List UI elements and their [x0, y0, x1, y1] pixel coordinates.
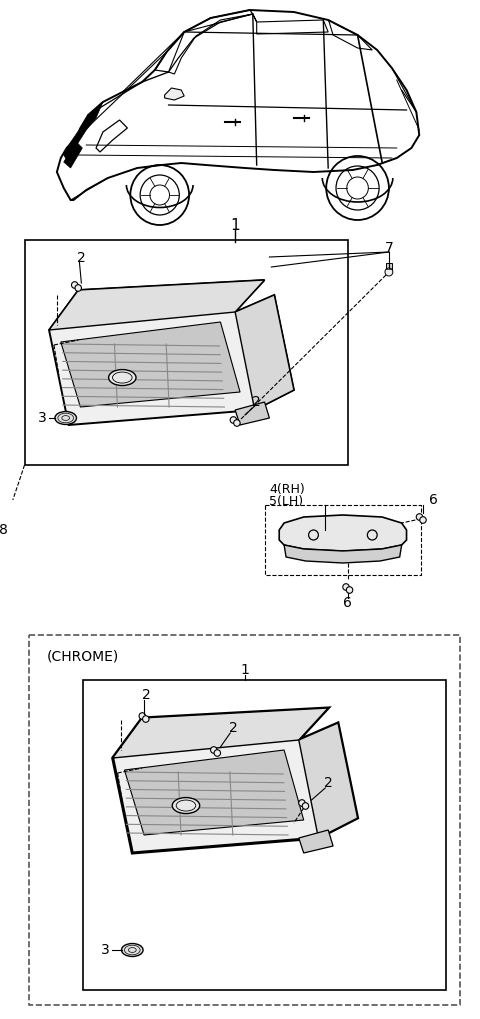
Circle shape — [230, 417, 237, 423]
Polygon shape — [299, 830, 333, 853]
Circle shape — [385, 268, 393, 276]
Polygon shape — [284, 545, 402, 564]
Bar — [24, 240, 348, 465]
Polygon shape — [64, 142, 83, 168]
Polygon shape — [64, 102, 103, 160]
Text: 1: 1 — [230, 217, 240, 232]
Ellipse shape — [55, 412, 76, 425]
Circle shape — [302, 803, 309, 809]
Text: 2: 2 — [229, 721, 238, 735]
Ellipse shape — [121, 944, 143, 957]
Polygon shape — [165, 88, 184, 100]
Text: 4(RH): 4(RH) — [269, 483, 305, 496]
Text: 6: 6 — [343, 596, 352, 610]
Bar — [264, 505, 421, 575]
Text: 8: 8 — [0, 523, 8, 537]
Text: 2: 2 — [324, 776, 333, 790]
Text: 1: 1 — [240, 663, 250, 677]
Circle shape — [343, 584, 349, 590]
Circle shape — [416, 514, 423, 521]
Text: 2: 2 — [142, 688, 150, 702]
Ellipse shape — [172, 798, 200, 813]
Polygon shape — [113, 708, 328, 758]
Polygon shape — [235, 403, 269, 425]
Polygon shape — [49, 280, 264, 330]
Circle shape — [234, 420, 240, 426]
Polygon shape — [279, 515, 407, 551]
Polygon shape — [0, 508, 6, 515]
Polygon shape — [113, 708, 358, 853]
Text: 2: 2 — [77, 251, 86, 265]
Text: 7: 7 — [384, 242, 393, 255]
Ellipse shape — [108, 370, 136, 385]
Text: 5(LH): 5(LH) — [269, 495, 303, 508]
Circle shape — [346, 587, 353, 593]
Polygon shape — [124, 750, 304, 835]
Circle shape — [0, 513, 7, 521]
Circle shape — [72, 281, 78, 288]
Circle shape — [299, 800, 305, 806]
Circle shape — [211, 747, 217, 753]
Text: (CHROME): (CHROME) — [47, 650, 120, 664]
Circle shape — [139, 712, 145, 719]
Polygon shape — [386, 263, 392, 270]
Text: 3: 3 — [100, 943, 109, 957]
Polygon shape — [299, 723, 358, 838]
Circle shape — [143, 715, 149, 722]
Circle shape — [214, 750, 220, 756]
Bar — [29, 635, 460, 1005]
Polygon shape — [49, 280, 294, 425]
Polygon shape — [235, 294, 294, 410]
Bar — [84, 680, 446, 990]
Circle shape — [75, 284, 82, 291]
Text: 6: 6 — [429, 493, 437, 507]
Text: 2: 2 — [252, 395, 261, 409]
Circle shape — [420, 517, 426, 524]
Polygon shape — [61, 322, 240, 407]
Text: 3: 3 — [38, 411, 47, 425]
